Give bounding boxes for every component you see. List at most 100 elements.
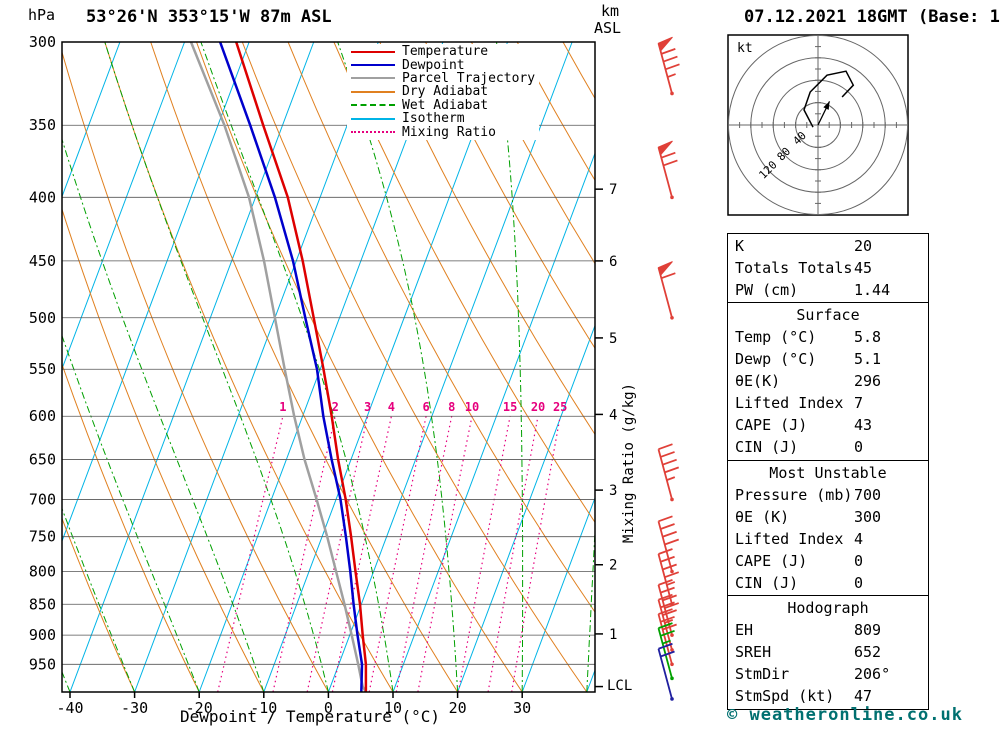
table-row: Lifted Index 4: [728, 528, 928, 550]
hodograph-ring: [772, 79, 864, 171]
temperature-curve: [235, 42, 368, 692]
data-panel: K 20 Totals Totals 45 PW (cm) 1.44 Surface Temp…: [727, 232, 929, 710]
table-value: 0: [854, 438, 864, 456]
pressure-tick-label: 900: [29, 626, 56, 644]
wind-barb: [657, 36, 680, 96]
pressure-tick-label: 800: [29, 563, 56, 581]
legend-label: Mixing Ratio: [402, 124, 496, 140]
table-row: θE(K) 296: [728, 370, 928, 392]
temp-tick-label: -40: [56, 699, 83, 717]
table-title: Surface: [796, 306, 860, 324]
hodograph-unit-label: kt: [737, 41, 753, 56]
mixing-ratio-label: 10: [465, 400, 479, 414]
table-label: Totals Totals: [735, 258, 853, 277]
pressure-axis-unit: hPa: [28, 6, 56, 24]
mixing-ratio-axis-label: Mixing Ratio (g/kg): [621, 383, 637, 544]
temperature-axis-label: Dewpoint / Temperature (°C): [179, 707, 441, 726]
km-tick-label: 3: [609, 483, 617, 499]
wind-barb: [657, 515, 680, 574]
mixing-ratio-label: 8: [448, 400, 455, 414]
table-value: 700: [854, 485, 882, 504]
legend-swatch-parcel-trajectory: [351, 77, 395, 80]
pressure-tick-label: 400: [29, 188, 56, 206]
stats-table-most-unstable: Most Unstable Pressure (mb) 700 θE (K) 300 Li…: [727, 459, 929, 597]
table-row: K 20: [728, 235, 928, 257]
pressure-tick-label: 950: [29, 655, 56, 673]
altitude-axis-unit-km: km: [601, 2, 620, 20]
legend-swatch-temperature: [351, 50, 395, 53]
mixing-ratio-label: 25: [553, 400, 567, 414]
wind-barb: [657, 443, 680, 502]
table-row: StmDir 206°: [728, 663, 928, 685]
km-tick-label: 7: [609, 182, 617, 198]
table-value: 4: [854, 529, 864, 548]
table-label: StmSpd (kt): [735, 687, 835, 705]
legend-swatch-dry-adiabat: [351, 90, 395, 93]
legend-item: Mixing Ratio: [351, 124, 535, 140]
pressure-tick-label: 300: [29, 33, 56, 51]
wind-barb: [657, 608, 677, 667]
table-value: 45: [854, 258, 873, 277]
pressure-tick-label: 700: [29, 490, 56, 508]
wind-barb: [657, 261, 676, 320]
table-row: PW (cm) 1.44: [728, 279, 928, 301]
legend-label: Dewpoint: [402, 57, 465, 73]
legend-label: Parcel Trajectory: [402, 70, 536, 86]
legend-swatch-isotherm: [351, 117, 395, 120]
mixing-ratio-label: 3: [364, 400, 371, 414]
table-row: CIN (J) 0: [728, 572, 928, 594]
table-label: Lifted Index: [735, 529, 844, 548]
table-row: Pressure (mb) 700: [728, 484, 928, 506]
legend-label: Isotherm: [402, 111, 465, 127]
table-label: EH: [735, 621, 754, 639]
km-tick-label: 6: [609, 254, 617, 270]
legend-label: Temperature: [402, 44, 489, 60]
legend-label: Dry Adiabat: [402, 84, 489, 100]
dewpoint-curve: [218, 42, 364, 692]
wind-barb: [657, 140, 678, 200]
legend-item: Dewpoint: [351, 57, 535, 73]
mixing-ratio-lines: [217, 416, 561, 692]
table-label: θE (K): [735, 507, 790, 526]
table-row: CAPE (J) 43: [728, 414, 928, 436]
skewt-background: [62, 42, 595, 692]
isobar-lines: [62, 42, 595, 665]
legend-item: Wet Adiabat: [351, 97, 535, 113]
table-value: 5.1: [854, 350, 882, 368]
stats-table-surface: Surface Temp (°C) 5.8 Dewp (°C) 5.1 θE(K) 296 L…: [727, 302, 929, 461]
legend-item: Temperature: [351, 44, 535, 60]
table-row: Temp (°C) 5.8: [728, 326, 928, 348]
table-value: 652: [854, 643, 882, 661]
table-label: PW (cm): [735, 280, 799, 299]
pressure-tick-label: 750: [29, 528, 56, 546]
temp-tick-label: -20: [186, 699, 213, 717]
mixing-ratio-value-labels: 1 2 3 4 6 8 10 15 20 25: [279, 400, 567, 414]
isotherm-lines: [62, 42, 595, 692]
wind-barb: [657, 622, 675, 681]
table-label: Dewp (°C): [735, 350, 817, 368]
legend: Temperature Dewpoint Parcel Trajectory Dry …: [347, 44, 540, 140]
table-row: CAPE (J) 0: [728, 550, 928, 572]
table-value: 809: [854, 621, 882, 639]
temp-tick-label: 0: [324, 699, 333, 717]
table-row: θE (K) 300: [728, 506, 928, 528]
legend-label: Wet Adiabat: [402, 97, 489, 113]
sounding-curves: [189, 42, 368, 692]
table-row: CIN (J) 0: [728, 436, 928, 458]
pressure-tick-label: 650: [29, 450, 56, 468]
legend-swatch-dewpoint: [351, 64, 395, 67]
legend-swatch-wet-adiabat: [351, 104, 395, 107]
mixing-ratio-label: 20: [531, 400, 545, 414]
axis-labels: 3003504004505005506006507007508008509009…: [29, 33, 618, 717]
table-row: Dewp (°C) 5.1: [728, 348, 928, 370]
hodograph-ring: [750, 57, 886, 193]
table-value: 0: [854, 573, 864, 592]
temp-tick-label: -30: [121, 699, 148, 717]
legend-item: Isotherm: [351, 111, 535, 127]
stats-table: K 20 Totals Totals 45 PW (cm) 1.44: [727, 232, 929, 304]
table-title: Hodograph: [787, 599, 869, 617]
table-row: StmSpd (kt) 47: [728, 685, 928, 707]
mixing-ratio-label: 15: [503, 400, 517, 414]
stats-table-hodograph: Hodograph EH 809 SREH 652 StmDir 206° StmSpd (k…: [727, 595, 929, 710]
